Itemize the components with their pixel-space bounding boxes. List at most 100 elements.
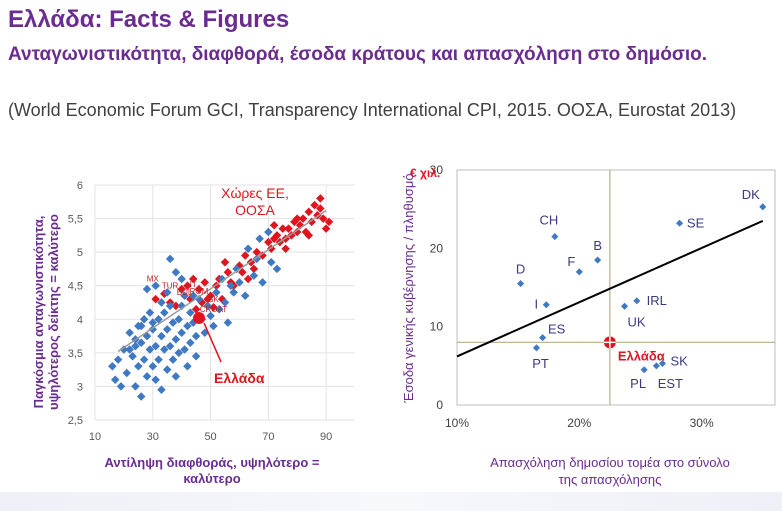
chart1-point-other: [186, 308, 195, 317]
chart2-point: [658, 359, 667, 368]
background-band: [0, 492, 782, 511]
chart1-point-other: [162, 325, 172, 334]
chart1-point-other: [229, 288, 238, 297]
chart2-y-tick-label: 0: [436, 398, 443, 412]
chart1-point-other: [148, 362, 158, 371]
chart1-x-tick-label: 30: [147, 431, 159, 443]
chart1-trend-line: [117, 209, 327, 353]
chart1-point-other: [180, 345, 189, 354]
chart1-point-other: [168, 355, 178, 364]
chart2-point: [633, 297, 641, 305]
chart1-point-eu-oecd: [318, 214, 328, 223]
chart1-y-tick-label: 4,5: [68, 281, 83, 293]
chart2-point: [539, 334, 547, 342]
chart1-point-other: [122, 368, 132, 378]
chart2-frame: [456, 169, 776, 406]
chart1-point-eu-oecd: [258, 251, 267, 260]
chart1-point-other: [174, 315, 184, 324]
chart1-country-label: TUR: [162, 281, 179, 290]
chart1-point-eu-oecd: [191, 304, 201, 314]
chart1-point-other: [220, 298, 230, 307]
chart1-point-other: [154, 315, 163, 324]
chart2-point-label: IRL: [647, 293, 667, 308]
chart1-point-eu-oecd: [292, 227, 302, 237]
chart2-point: [551, 233, 559, 241]
chart1-point-other: [217, 274, 227, 284]
chart2-y-ticks: 0 10 20 30: [430, 163, 444, 412]
chart2-point: [575, 268, 583, 276]
chart1-point-eu-oecd: [194, 284, 204, 294]
chart1-point-eu-oecd: [171, 301, 181, 311]
chart1-point-other: [168, 318, 178, 327]
chart1-point-other: [142, 284, 152, 294]
chart2-y-tick-label: 10: [430, 320, 444, 334]
chart1-point-eu-oecd: [281, 244, 290, 254]
chart1-point-other: [151, 341, 160, 351]
chart1-country-label: ROM: [190, 287, 209, 296]
chart1-grid: [94, 184, 355, 421]
chart1-point-eu-oecd: [249, 264, 259, 274]
chart1-point-other: [165, 301, 175, 311]
chart1-point-other: [157, 331, 166, 341]
chart1-y-label: Παγκόσμια ανταγωνιστικότητα,: [31, 216, 46, 409]
chart1-point-other: [171, 268, 181, 277]
chart2-point: [652, 362, 660, 370]
chart1-x-tick-label: 10: [89, 431, 101, 443]
chart2-y-label: Έσοδα γενικής κυβέρνησης / πληθυσμό: [401, 173, 416, 403]
chart1-point-other: [119, 345, 129, 354]
chart2-point-label: B: [593, 238, 602, 253]
chart1-point-other: [131, 341, 140, 351]
chart1-point-other: [243, 244, 253, 254]
chart1-point-other: [255, 234, 264, 243]
chart2-point-label: CH: [539, 213, 558, 228]
chart1-point-eu-oecd: [243, 274, 253, 284]
chart1-point-other: [171, 372, 181, 381]
chart1-point-other: [183, 321, 192, 331]
chart1-point-other: [134, 362, 143, 371]
chart1-point-eu-oecd: [188, 274, 198, 284]
chart1-x-tick-label: 70: [262, 431, 274, 443]
chart2-point: [759, 203, 767, 211]
chart1-point-other: [177, 274, 186, 284]
chart1-point-other: [151, 375, 160, 384]
chart1-point-other: [110, 375, 120, 384]
chart1-point-eu-oecd: [269, 221, 279, 230]
chart1-point-eu-oecd: [307, 217, 316, 227]
chart1-point-other: [162, 365, 172, 374]
chart1-point-eu-oecd: [321, 224, 331, 233]
chart1-point-other: [157, 385, 166, 395]
chart1-x-tick-label: 90: [320, 431, 332, 443]
chart1-x-label: Αντίληψη διαφθοράς, υψηλότερο =: [105, 455, 320, 470]
chart2-point: [532, 344, 541, 352]
chart1-y-tick-label: 5,5: [68, 214, 83, 226]
chart1-point-other: [136, 338, 146, 348]
chart1-country-label: IT: [190, 280, 197, 289]
chart1-y-tick-label: 2,5: [68, 415, 83, 427]
chart1-point-other: [136, 392, 146, 401]
chart1-point-other: [171, 335, 181, 344]
chart1-country-label: BUL: [177, 288, 193, 297]
chart2-point-label: UK: [628, 314, 646, 329]
chart2-point-label: D: [516, 262, 525, 277]
chart1-point-other: [266, 257, 276, 267]
chart2-x-label: Απασχόληση δημοσίου τομέα στο σύνολο: [490, 455, 730, 470]
chart1-point-other: [165, 254, 175, 264]
chart1-point-other: [177, 328, 186, 337]
chart1-x-ticks: 10 30 50 70 90: [89, 431, 332, 443]
chart1-point-other: [157, 298, 166, 307]
chart1-point-other: [214, 304, 224, 314]
chart1-point-other: [223, 318, 233, 327]
chart2-point-label: F: [567, 254, 575, 269]
chart1-point-other: [174, 348, 184, 358]
chart1-point-other: [183, 362, 192, 371]
chart1-point-other: [142, 372, 152, 381]
chart1-point-other: [165, 341, 175, 351]
chart1-point-eu-oecd: [304, 207, 314, 217]
chart1-point-other: [139, 315, 149, 324]
chart1-point-other: [232, 264, 241, 274]
chart1-point-other: [162, 288, 172, 297]
chart2-point-label: I: [534, 297, 538, 312]
chart2-y-tick-label: 20: [430, 241, 444, 255]
